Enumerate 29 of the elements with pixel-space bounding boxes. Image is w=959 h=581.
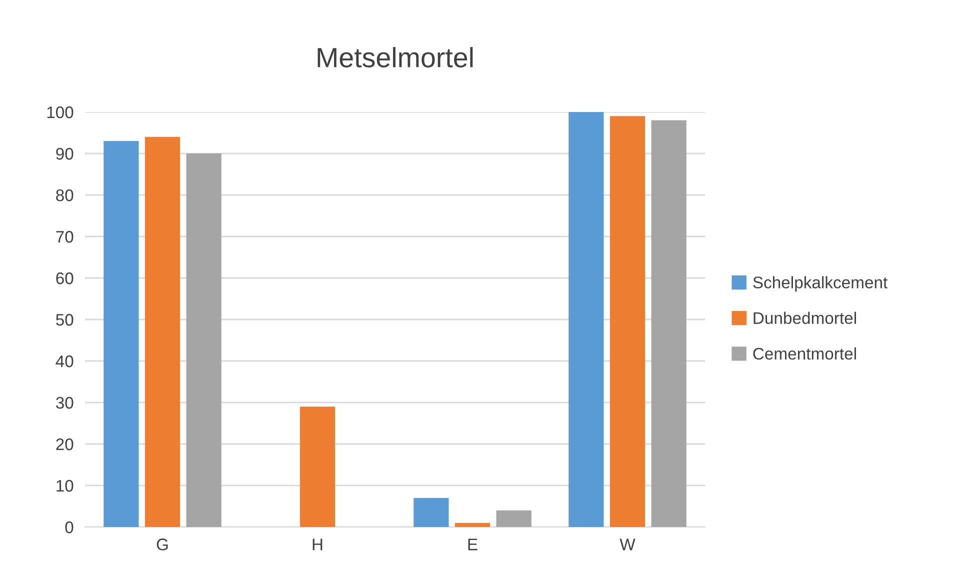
- bar: [496, 510, 532, 527]
- legend-label: Cementmortel: [753, 347, 856, 360]
- y-tick-label: 30: [56, 396, 74, 409]
- bar: [300, 406, 336, 527]
- chart-title: Metselmortel: [318, 47, 473, 68]
- legend-label: Schelpkalkcement: [753, 276, 888, 292]
- y-tick-label: 0: [65, 521, 74, 534]
- x-tick-label: G: [156, 538, 168, 550]
- bar: [454, 522, 490, 527]
- bar: [186, 154, 222, 527]
- x-tick-label: H: [312, 538, 322, 550]
- y-tick-label: 20: [56, 438, 74, 450]
- y-tick-label: 90: [56, 148, 74, 160]
- x-tick-label: W: [620, 538, 636, 550]
- bar: [414, 498, 449, 527]
- y-tick-label: 50: [56, 314, 74, 326]
- bar: [104, 141, 139, 527]
- y-tick-label: 40: [56, 355, 74, 368]
- legend-label: Dunbedmortel: [754, 312, 856, 324]
- x-tick-label: E: [468, 538, 478, 550]
- bar: [610, 116, 646, 527]
- bar: [144, 136, 180, 527]
- bar: [568, 112, 604, 527]
- y-tick-label: 10: [56, 480, 74, 492]
- y-tick-label: 80: [56, 189, 74, 202]
- y-tick-label: 100: [47, 106, 74, 118]
- y-tick-label: 60: [56, 272, 74, 284]
- y-tick-label: 70: [56, 230, 74, 243]
- bar: [651, 120, 686, 527]
